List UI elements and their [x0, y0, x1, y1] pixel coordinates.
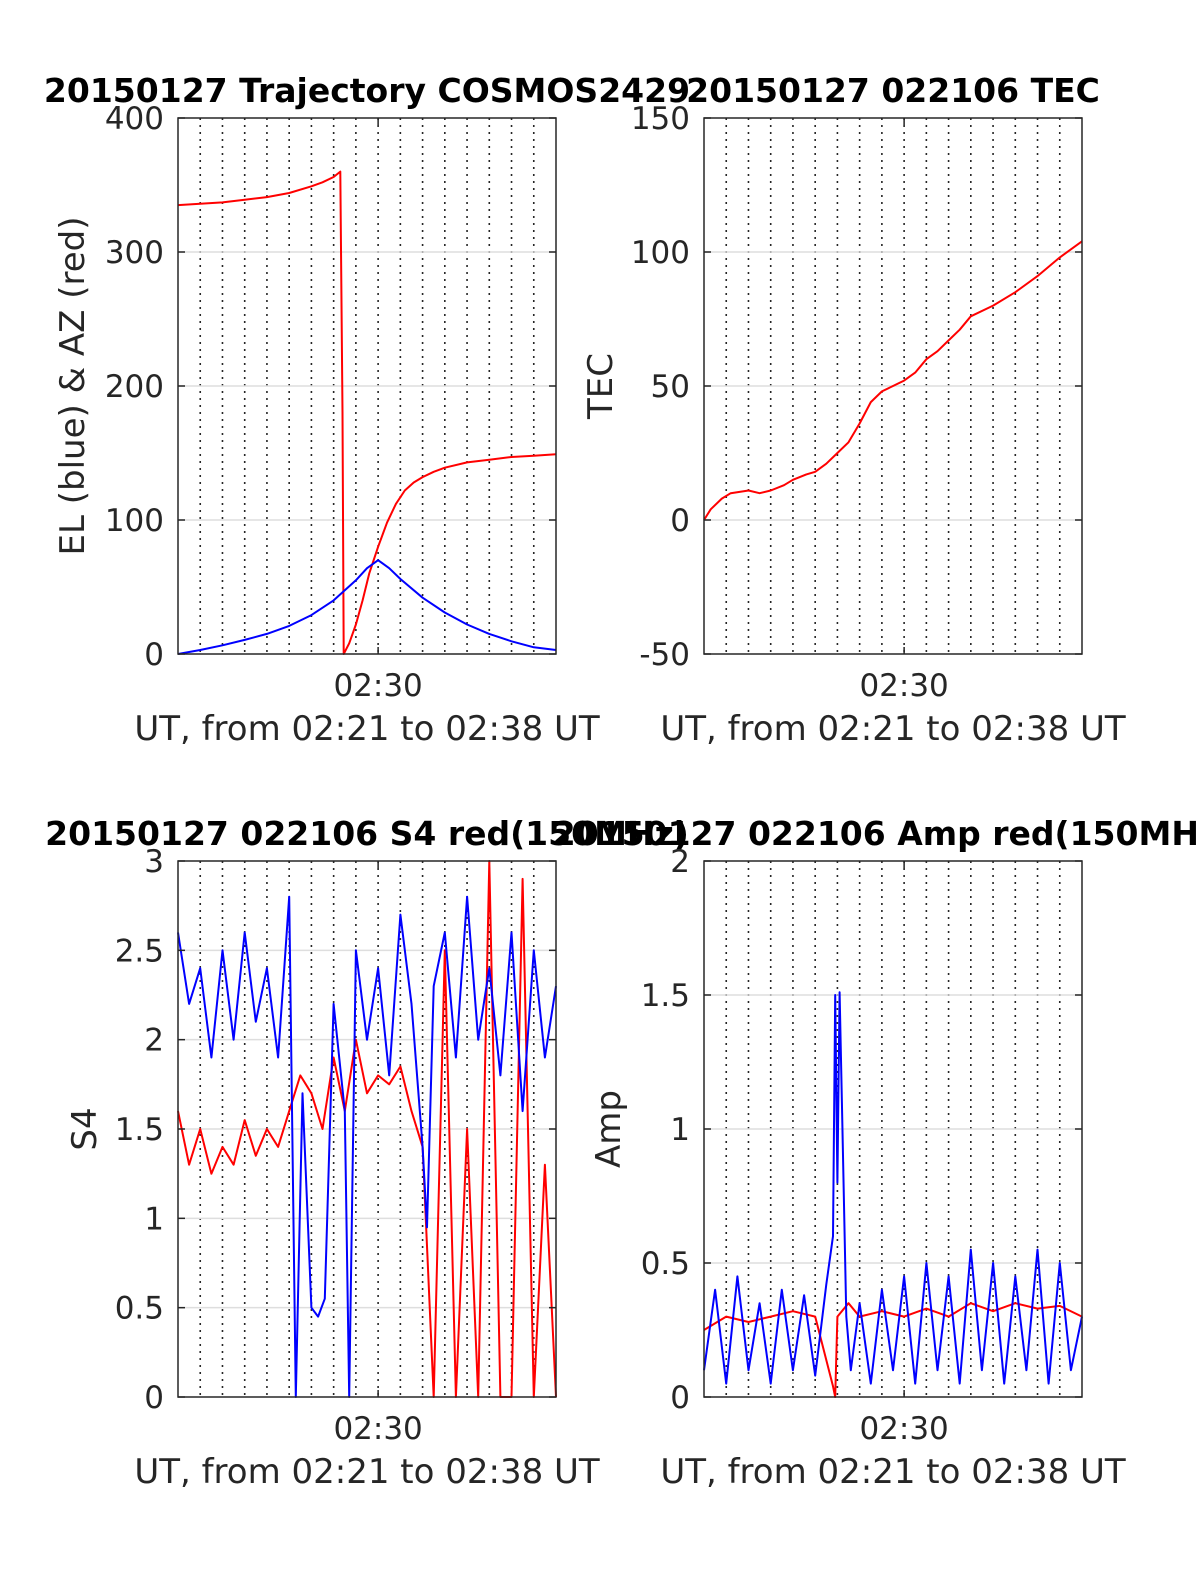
grid-amp	[704, 861, 1082, 1397]
series-trajectory	[177, 170, 557, 655]
chart-title-trajectory: 20150127 Trajectory COSMOS2429	[44, 71, 690, 110]
y-tick-label: 2.5	[115, 933, 164, 969]
x-tick-label: 02:30	[859, 1411, 948, 1447]
y-tick-label: 1.5	[115, 1112, 164, 1148]
series-line-0	[703, 240, 1083, 521]
x-axis-label-tec: UT, from 02:21 to 02:38 UT	[660, 709, 1126, 749]
y-tick-label: 2	[144, 1023, 164, 1059]
series-line-0	[177, 170, 557, 655]
y-tick-label: 0	[670, 1380, 690, 1416]
y-tick-label: 400	[105, 101, 164, 137]
y-tick-label: 200	[105, 369, 164, 405]
y-tick-label: 3	[144, 844, 164, 880]
panel-trajectory: 0 100 200 300 400 02:30 20150127 Trajectory C…	[44, 71, 690, 749]
y-axis-label-amp: Amp	[589, 1090, 629, 1168]
y-tick-label: -50	[639, 637, 690, 673]
x-tick-label: 02:30	[333, 668, 422, 704]
x-axis-label-s4: UT, from 02:21 to 02:38 UT	[134, 1452, 600, 1492]
y-tick-label: 150	[631, 101, 690, 137]
series-line-1	[703, 991, 1083, 1385]
y-tick-label: 0.5	[115, 1291, 164, 1327]
x-axis-label-trajectory: UT, from 02:21 to 02:38 UT	[134, 709, 600, 749]
panel-s4: 0 0.5 1 1.5 2 2.5 3 02:30 20150127 022106 S4 re…	[45, 814, 689, 1492]
y-tick-label: 0	[670, 503, 690, 539]
y-tick-label: 100	[105, 503, 164, 539]
series-line-0	[177, 860, 557, 1398]
y-axis-label-trajectory: EL (blue) & AZ (red)	[53, 216, 93, 555]
ticks-tec: -50 0 50 100 150 02:30	[631, 101, 1082, 704]
grid-trajectory	[178, 118, 556, 654]
y-tick-label: 1	[670, 1112, 690, 1148]
ticks-trajectory: 0 100 200 300 400 02:30	[105, 101, 556, 704]
y-tick-label: 1.5	[641, 978, 690, 1014]
chart-title-tec: 20150127 022106 TEC	[686, 71, 1100, 110]
y-axis-label-s4: S4	[65, 1107, 105, 1150]
y-tick-label: 300	[105, 235, 164, 271]
x-tick-label: 02:30	[859, 668, 948, 704]
chart-title-s4: 20150127 022106 S4 red(150MHz)	[45, 814, 689, 853]
series-line-1	[177, 559, 557, 655]
y-tick-label: 0	[144, 1380, 164, 1416]
ticks-amp: 0 0.5 1 1.5 2 02:30	[641, 844, 1082, 1447]
panel-tec: -50 0 50 100 150 02:30 20150127 022106 TEC UT…	[581, 71, 1126, 749]
y-tick-label: 50	[651, 369, 690, 405]
x-tick-label: 02:30	[333, 1411, 422, 1447]
y-tick-label: 0	[144, 637, 164, 673]
y-tick-label: 2	[670, 844, 690, 880]
x-axis-label-amp: UT, from 02:21 to 02:38 UT	[660, 1452, 1126, 1492]
chart-title-amp: 20150127 022106 Amp red(150MHz)	[553, 814, 1200, 853]
y-tick-label: 100	[631, 235, 690, 271]
series-tec	[703, 240, 1083, 521]
ticks-s4: 0 0.5 1 1.5 2 2.5 3 02:30	[115, 844, 556, 1447]
series-amp	[703, 991, 1083, 1398]
y-axis-label-tec: TEC	[581, 353, 621, 420]
panel-amp: 0 0.5 1 1.5 2 02:30 20150127 022106 Amp red(1…	[553, 814, 1200, 1492]
y-tick-label: 1	[144, 1201, 164, 1237]
y-tick-label: 0.5	[641, 1246, 690, 1282]
series-line-1	[177, 895, 557, 1398]
series-s4	[177, 860, 557, 1398]
